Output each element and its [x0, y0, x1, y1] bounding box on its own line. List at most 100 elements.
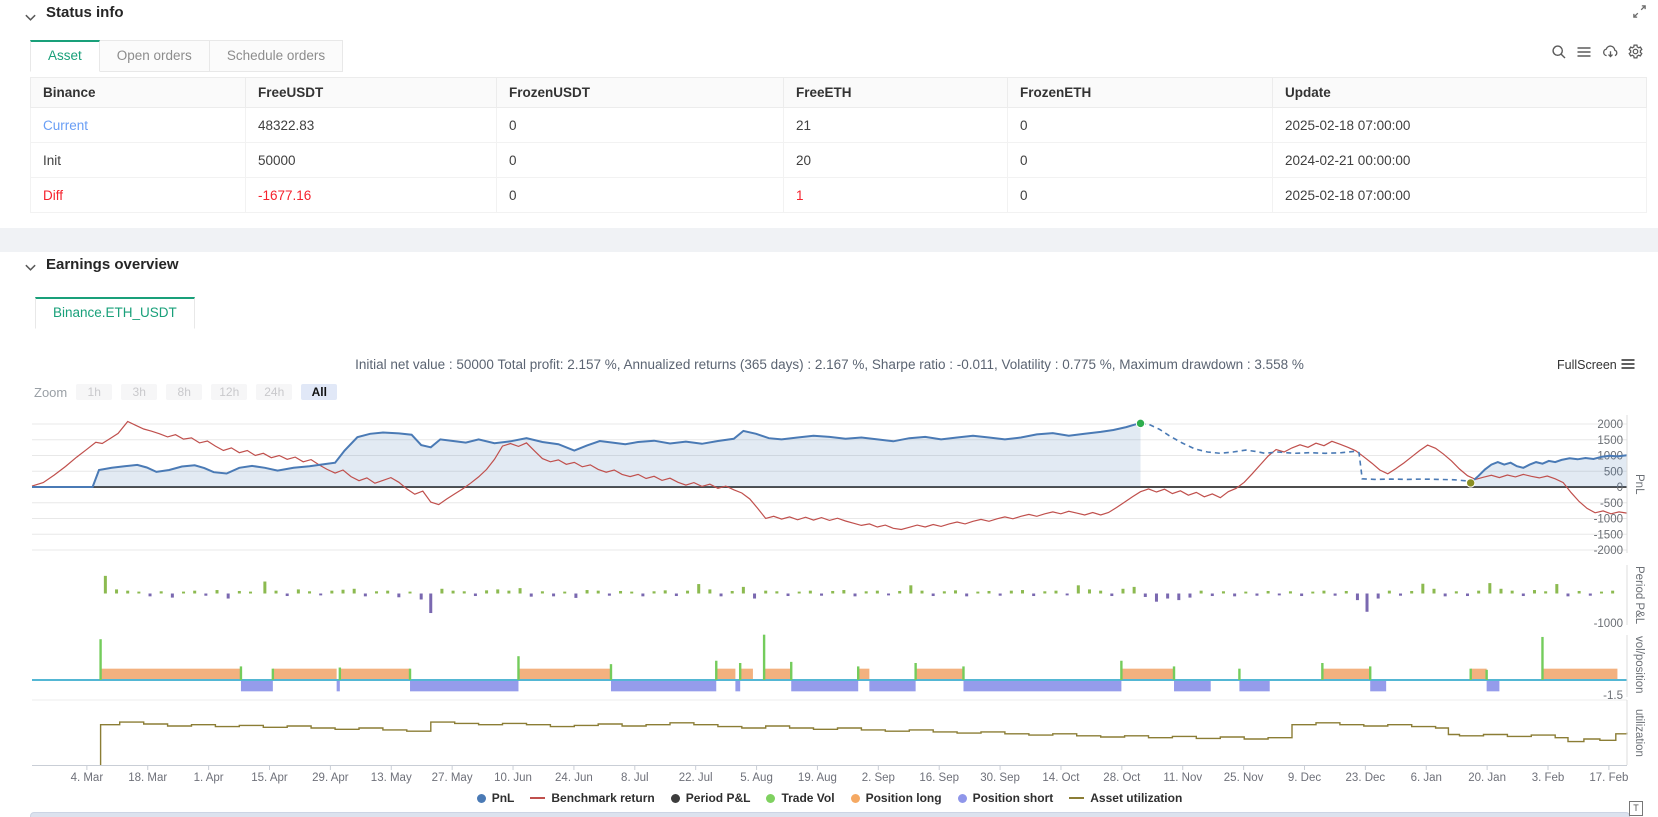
col-freeeth: FreeETH	[783, 77, 1008, 108]
zoom-control: Zoom 1h 3h 8h 12h 24h All	[34, 384, 338, 400]
legend-dot-icon	[766, 793, 776, 803]
earnings-tab-bar: Binance.ETH_USDT	[35, 297, 195, 329]
cloud-download-icon[interactable]	[1602, 43, 1619, 60]
col-update: Update	[1272, 77, 1647, 108]
legend-dot-icon	[476, 793, 486, 803]
earnings-card	[0, 252, 1658, 817]
earnings-collapse-chevron-icon[interactable]	[24, 261, 37, 279]
x-tick-label: 9. Dec	[1287, 772, 1322, 784]
col-frozenusdt: FrozenUSDT	[496, 77, 784, 108]
cell: 50000	[245, 142, 497, 178]
col-frozeneth: FrozenETH	[1007, 77, 1273, 108]
tab-asset[interactable]: Asset	[30, 40, 100, 72]
table-row: Init 50000 0 20 0 2024-02-21 00:00:00	[30, 142, 1647, 178]
cell: 2024-02-21 00:00:00	[1272, 142, 1647, 178]
legend-item-position-long[interactable]: Position long	[850, 791, 942, 805]
x-tick-label: 15. Apr	[251, 772, 288, 784]
zoom-option-12h[interactable]: 12h	[211, 384, 248, 400]
legend-label: Period P&L	[685, 791, 751, 805]
cell: 1	[783, 177, 1008, 213]
x-tick-label: 8. Jul	[621, 772, 649, 784]
x-tick-label: 29. Apr	[312, 772, 349, 784]
legend-label: Benchmark return	[551, 791, 655, 805]
chart-legend: PnL Benchmark return Period P&L Trade Vol Po…	[32, 791, 1627, 805]
x-tick-label: 19. Aug	[797, 772, 837, 784]
axis-title-pnl: PnL	[1633, 473, 1645, 495]
legend-dot-icon	[957, 793, 967, 803]
cell: 0	[1007, 142, 1273, 178]
cell: 0	[496, 142, 784, 178]
fullscreen-button[interactable]: FullScreen	[1557, 358, 1617, 372]
tab-open-orders[interactable]: Open orders	[99, 40, 210, 72]
legend-label: Position long	[865, 791, 942, 805]
x-tick-label: 28. Oct	[1103, 772, 1141, 784]
x-tick-label: 5. Aug	[740, 772, 773, 784]
cell: 0	[1007, 177, 1273, 213]
earnings-section-title: Earnings overview	[46, 256, 179, 273]
zoom-option-all[interactable]: All	[301, 384, 338, 400]
tab-binance-eth-usdt[interactable]: Binance.ETH_USDT	[35, 297, 195, 329]
zoom-option-1h[interactable]: 1h	[76, 384, 113, 400]
x-tick-label: 4. Mar	[70, 772, 104, 784]
legend-item-benchmark-return[interactable]: Benchmark return	[530, 791, 655, 805]
legend-line-icon	[1069, 797, 1085, 799]
axis-title-utilization: utilization	[1633, 709, 1645, 757]
datazoom-slider[interactable]	[30, 812, 1630, 817]
cell: 2025-02-18 07:00:00	[1272, 107, 1647, 143]
x-tick-label: 14. Oct	[1042, 772, 1080, 784]
earnings-summary: Initial net value : 50000 Total profit: …	[355, 357, 1304, 372]
x-tick-label: 10. Jun	[494, 772, 532, 784]
row-diff-label: Diff	[30, 177, 246, 213]
legend-item-period-p-l[interactable]: Period P&L	[670, 791, 751, 805]
col-freeusdt: FreeUSDT	[245, 77, 497, 108]
legend-label: Trade Vol	[781, 791, 835, 805]
x-tick-label: 6. Jan	[1410, 772, 1442, 784]
axis-title-vol-position: vol/position	[1633, 636, 1645, 694]
cell: 48322.83	[245, 107, 497, 143]
col-binance: Binance	[30, 77, 246, 108]
row-current-link[interactable]: Current	[30, 107, 246, 143]
expand-icon[interactable]	[1632, 4, 1647, 19]
x-tick-label: 25. Nov	[1223, 772, 1264, 784]
table-header-row: Binance FreeUSDT FrozenUSDT FreeETH Froz…	[30, 77, 1647, 108]
x-tick-label: 23. Dec	[1345, 772, 1386, 784]
cell: 20	[783, 142, 1008, 178]
cell: 0	[1007, 107, 1273, 143]
x-tick-label: 20. Jan	[1468, 772, 1506, 784]
status-collapse-chevron-icon[interactable]	[24, 11, 37, 29]
menu-icon[interactable]	[1576, 44, 1592, 60]
row-init-label: Init	[30, 142, 246, 178]
legend-item-trade-vol[interactable]: Trade Vol	[766, 791, 835, 805]
cell: 0	[496, 107, 784, 143]
x-tick-label: 18. Mar	[128, 772, 168, 784]
x-tick-label: 13. May	[370, 772, 412, 784]
cell: 2025-02-18 07:00:00	[1272, 177, 1647, 213]
legend-item-asset-utilization[interactable]: Asset utilization	[1069, 791, 1182, 805]
zoom-option-24h[interactable]: 24h	[256, 384, 293, 400]
legend-item-pnl[interactable]: PnL	[476, 791, 514, 805]
x-tick-label: 22. Jul	[678, 772, 713, 784]
legend-dot-icon	[670, 793, 680, 803]
x-tick-label: 3. Feb	[1531, 772, 1565, 784]
x-tick-label: 24. Jun	[555, 772, 593, 784]
table-row: Current 48322.83 0 21 0 2025-02-18 07:00…	[30, 107, 1647, 143]
legend-item-position-short[interactable]: Position short	[957, 791, 1053, 805]
zoom-option-8h[interactable]: 8h	[166, 384, 203, 400]
floating-tool-icon[interactable]: T	[1629, 801, 1643, 816]
axis-title-period-pnl: Period P&L	[1633, 565, 1645, 625]
x-tick-label: 2. Sep	[861, 772, 895, 784]
legend-label: Asset utilization	[1090, 791, 1183, 805]
table-row: Diff -1677.16 0 1 0 2025-02-18 07:00:00	[30, 177, 1647, 213]
search-icon[interactable]	[1551, 44, 1567, 60]
settings-gear-icon[interactable]	[1627, 43, 1644, 60]
legend-dot-icon	[850, 793, 860, 803]
tab-schedule-orders[interactable]: Schedule orders	[209, 40, 344, 72]
cell: 21	[783, 107, 1008, 143]
zoom-label: Zoom	[34, 384, 68, 400]
status-tab-bar: Asset Open orders Schedule orders	[30, 40, 344, 72]
chart-menu-icon[interactable]	[1620, 356, 1636, 372]
x-tick-label: 11. Nov	[1163, 772, 1203, 784]
x-tick-label: 30. Sep	[980, 772, 1020, 784]
zoom-option-3h[interactable]: 3h	[121, 384, 158, 400]
